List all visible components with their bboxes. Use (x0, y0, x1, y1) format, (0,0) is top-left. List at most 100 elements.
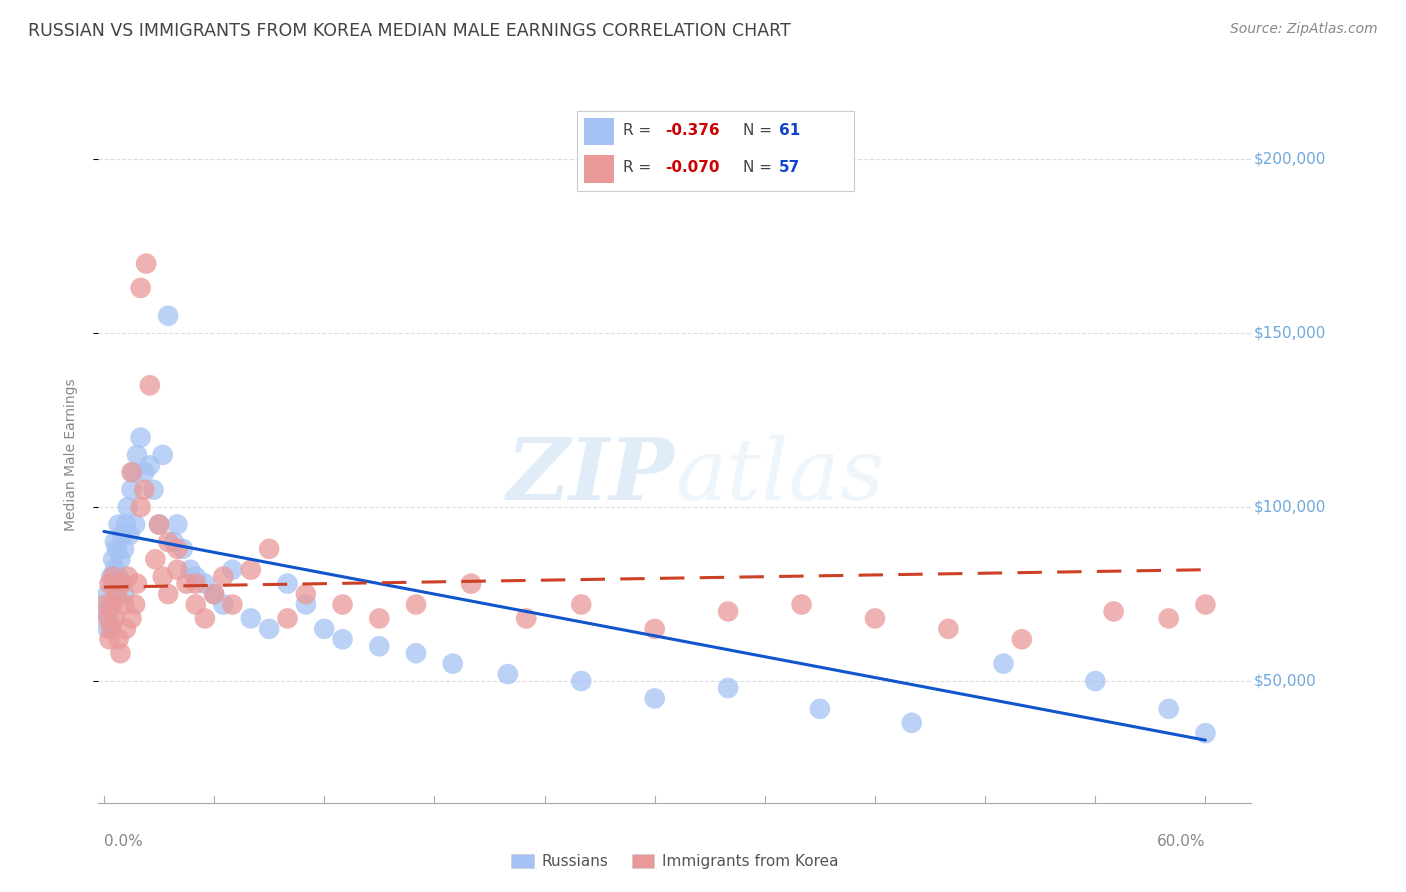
Point (441, 657, 464, 671)
Point (790, 598, 813, 612)
Point (257, 622, 280, 636)
Point (98, 598, 121, 612)
Legend: Russians, Immigrants from Korea: Russians, Immigrants from Korea (505, 848, 845, 875)
Point (118, 528, 141, 542)
Point (94, 605, 117, 619)
Text: 60.0%: 60.0% (1157, 834, 1205, 849)
Text: $200,000: $200,000 (1254, 152, 1326, 167)
Point (148, 517, 170, 532)
Point (105, 587, 128, 601)
Point (163, 534, 186, 549)
Point (107, 632, 129, 647)
Text: N =: N = (742, 123, 776, 138)
Point (101, 598, 124, 612)
Point (496, 667, 519, 681)
Point (184, 576, 207, 591)
Text: -0.376: -0.376 (665, 123, 720, 138)
Point (212, 598, 235, 612)
Point (194, 576, 217, 591)
Point (1194, 598, 1216, 612)
Point (202, 587, 225, 601)
Point (166, 563, 188, 577)
Point (1157, 702, 1180, 716)
Point (202, 587, 225, 601)
Point (717, 605, 740, 619)
Point (569, 598, 592, 612)
Point (717, 681, 740, 695)
Point (179, 563, 201, 577)
Point (276, 611, 298, 625)
Point (115, 622, 138, 636)
Text: Source: ZipAtlas.com: Source: ZipAtlas.com (1230, 22, 1378, 37)
Point (129, 431, 152, 445)
Point (194, 611, 217, 625)
Point (644, 691, 666, 706)
Point (863, 611, 886, 625)
Bar (583, 118, 614, 145)
Point (110, 646, 132, 660)
Point (117, 500, 139, 514)
Point (257, 541, 280, 556)
Text: 57: 57 (779, 161, 800, 175)
Point (148, 517, 170, 532)
Text: RUSSIAN VS IMMIGRANTS FROM KOREA MEDIAN MALE EARNINGS CORRELATION CHART: RUSSIAN VS IMMIGRANTS FROM KOREA MEDIAN … (28, 22, 790, 40)
Text: atlas: atlas (675, 434, 884, 517)
Point (1194, 726, 1216, 740)
Point (105, 587, 128, 601)
Point (94, 598, 117, 612)
Text: $100,000: $100,000 (1254, 500, 1326, 515)
Point (139, 378, 162, 392)
Text: R =: R = (623, 161, 655, 175)
Point (117, 570, 139, 584)
Point (644, 622, 666, 636)
Point (993, 657, 1015, 671)
Point (121, 611, 143, 625)
Point (129, 500, 152, 514)
Point (157, 587, 180, 601)
Point (110, 552, 132, 566)
Point (405, 598, 427, 612)
Point (184, 570, 207, 584)
Point (405, 646, 427, 660)
Point (569, 674, 592, 689)
Point (1011, 632, 1033, 647)
Point (135, 256, 157, 270)
Point (157, 309, 180, 323)
Point (100, 622, 122, 636)
Point (239, 611, 262, 625)
Point (172, 541, 194, 556)
Point (121, 466, 143, 480)
Point (98, 632, 121, 647)
Point (295, 587, 318, 601)
Point (122, 466, 145, 480)
Point (104, 611, 127, 625)
Point (142, 483, 165, 497)
Point (332, 632, 354, 647)
Point (938, 622, 960, 636)
Point (134, 483, 156, 497)
Point (129, 281, 152, 295)
Point (157, 534, 180, 549)
Point (212, 570, 235, 584)
Point (1084, 674, 1107, 689)
Point (125, 448, 148, 462)
Point (221, 563, 243, 577)
Point (143, 552, 166, 566)
Point (152, 570, 174, 584)
Bar (583, 155, 614, 183)
Point (107, 570, 129, 584)
Point (808, 702, 831, 716)
Point (111, 576, 134, 591)
Text: R =: R = (623, 123, 655, 138)
Point (314, 622, 336, 636)
Point (221, 598, 243, 612)
Point (368, 639, 391, 653)
Point (101, 552, 124, 566)
Point (98, 576, 121, 591)
Point (97, 611, 120, 625)
Point (104, 563, 127, 577)
Text: ZIP: ZIP (508, 434, 675, 517)
Point (332, 598, 354, 612)
Text: N =: N = (742, 161, 776, 175)
Point (115, 517, 138, 532)
